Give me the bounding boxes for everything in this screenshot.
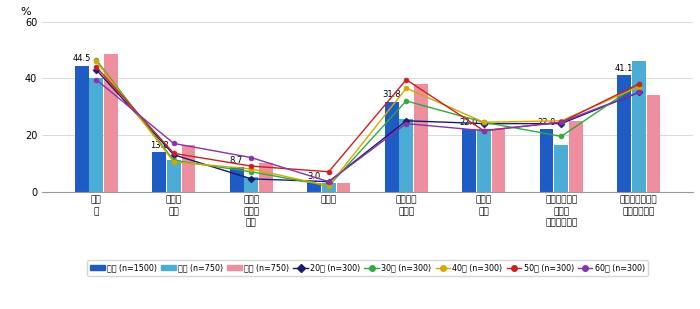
Bar — [632, 61, 645, 192]
Line: 60代 (n=300): 60代 (n=300) — [94, 77, 641, 184]
50代 (n=300) — [557, 120, 566, 124]
Bar — [230, 167, 244, 192]
20代 (n=300) — [402, 119, 410, 123]
Line: 20代 (n=300): 20代 (n=300) — [94, 67, 641, 184]
Y-axis label: %: % — [20, 6, 31, 16]
Line: 30代 (n=300): 30代 (n=300) — [94, 57, 641, 188]
Bar — [647, 95, 660, 192]
20代 (n=300) — [557, 122, 566, 125]
60代 (n=300) — [325, 180, 333, 184]
Legend: 全体 (n=1500), 男性 (n=750), 女性 (n=750), 20代 (n=300), 30代 (n=300), 40代 (n=300), 50代 : 全体 (n=1500), 男性 (n=750), 女性 (n=750), 20代… — [87, 260, 648, 276]
Text: 3.0: 3.0 — [307, 172, 321, 181]
40代 (n=300) — [247, 167, 256, 171]
30代 (n=300) — [325, 184, 333, 188]
60代 (n=300) — [634, 91, 643, 94]
60代 (n=300) — [169, 142, 178, 145]
40代 (n=300) — [92, 59, 101, 63]
20代 (n=300) — [92, 68, 101, 72]
Bar — [104, 54, 118, 192]
30代 (n=300) — [169, 159, 178, 162]
Bar — [554, 145, 568, 192]
20代 (n=300) — [480, 122, 488, 125]
Text: 13.8: 13.8 — [150, 141, 168, 150]
Bar — [167, 160, 181, 192]
Bar — [384, 101, 398, 192]
40代 (n=300) — [557, 119, 566, 123]
30代 (n=300) — [480, 120, 488, 124]
Line: 50代 (n=300): 50代 (n=300) — [94, 65, 641, 174]
30代 (n=300) — [634, 82, 643, 86]
Text: 44.5: 44.5 — [72, 54, 91, 63]
60代 (n=300) — [480, 129, 488, 133]
Bar — [74, 66, 88, 192]
40代 (n=300) — [325, 184, 333, 188]
Text: 22.0: 22.0 — [538, 118, 556, 127]
Bar — [322, 183, 336, 192]
30代 (n=300) — [92, 58, 101, 62]
Bar — [181, 145, 195, 192]
Bar — [569, 121, 583, 192]
Bar — [152, 152, 166, 192]
20代 (n=300) — [634, 91, 643, 94]
Bar — [491, 129, 505, 192]
50代 (n=300) — [169, 151, 178, 155]
Bar — [244, 177, 258, 192]
30代 (n=300) — [402, 99, 410, 103]
Bar — [307, 183, 321, 192]
Bar — [399, 119, 413, 192]
30代 (n=300) — [247, 170, 256, 174]
20代 (n=300) — [247, 177, 256, 181]
Bar — [540, 129, 554, 192]
Line: 40代 (n=300): 40代 (n=300) — [94, 59, 641, 188]
30代 (n=300) — [557, 134, 566, 138]
20代 (n=300) — [169, 153, 178, 157]
50代 (n=300) — [634, 82, 643, 86]
60代 (n=300) — [402, 122, 410, 125]
50代 (n=300) — [325, 170, 333, 174]
Text: 41.1: 41.1 — [615, 64, 634, 73]
50代 (n=300) — [402, 78, 410, 82]
40代 (n=300) — [480, 120, 488, 124]
Bar — [462, 129, 476, 192]
40代 (n=300) — [402, 86, 410, 90]
Bar — [617, 75, 631, 192]
Bar — [414, 84, 428, 192]
50代 (n=300) — [247, 164, 256, 168]
40代 (n=300) — [634, 85, 643, 89]
Bar — [477, 129, 491, 192]
50代 (n=300) — [92, 65, 101, 69]
20代 (n=300) — [325, 180, 333, 184]
Bar — [337, 183, 351, 192]
60代 (n=300) — [92, 78, 101, 82]
50代 (n=300) — [480, 129, 488, 133]
60代 (n=300) — [247, 156, 256, 159]
Text: 8.7: 8.7 — [230, 156, 243, 165]
40代 (n=300) — [169, 160, 178, 164]
60代 (n=300) — [557, 120, 566, 124]
Text: 22.0: 22.0 — [460, 118, 478, 127]
Text: 31.8: 31.8 — [382, 90, 401, 99]
Bar — [90, 78, 103, 192]
Bar — [259, 163, 273, 192]
